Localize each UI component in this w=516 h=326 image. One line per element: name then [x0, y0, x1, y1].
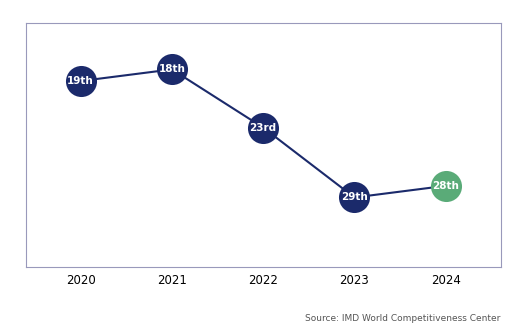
Text: Source: IMD World Competitiveness Center: Source: IMD World Competitiveness Center [305, 314, 501, 323]
Point [168, 67, 176, 72]
Text: 19th: 19th [67, 76, 94, 86]
Point [76, 79, 85, 84]
Text: 29th: 29th [341, 192, 368, 202]
Text: 23rd: 23rd [250, 123, 277, 133]
Text: 18th: 18th [158, 65, 185, 74]
Point [350, 195, 359, 200]
Point [442, 183, 450, 188]
Text: 28th: 28th [432, 181, 459, 191]
Point [259, 125, 267, 130]
